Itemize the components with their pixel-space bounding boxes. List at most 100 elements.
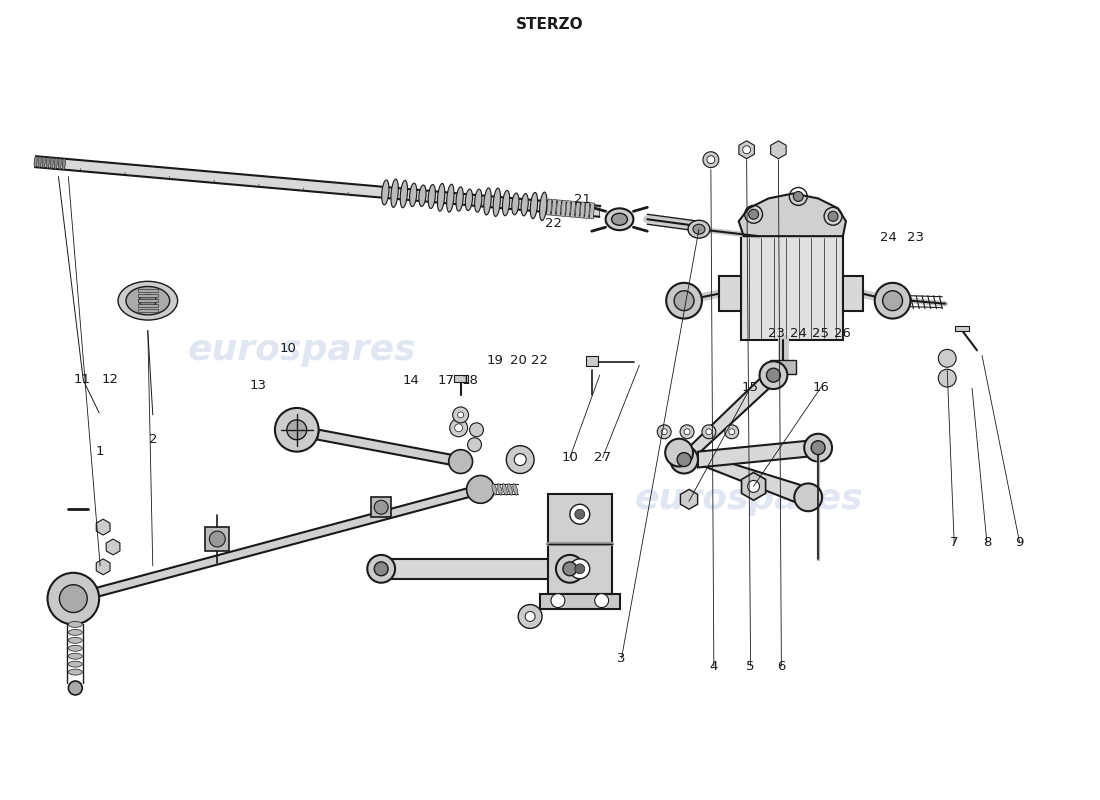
Polygon shape [382,559,570,578]
Circle shape [47,573,99,625]
Ellipse shape [612,214,627,226]
Ellipse shape [512,193,519,214]
Circle shape [684,429,690,434]
Bar [584,202,590,218]
Bar [580,202,585,218]
Polygon shape [35,156,601,217]
Text: 1: 1 [96,445,104,458]
Ellipse shape [419,185,426,206]
Text: 9: 9 [1015,537,1024,550]
Polygon shape [107,539,120,555]
Bar [453,375,468,382]
Ellipse shape [58,158,62,170]
Ellipse shape [530,193,538,218]
Ellipse shape [474,189,482,212]
Circle shape [575,510,585,519]
Text: 5: 5 [746,660,755,673]
Circle shape [59,585,87,613]
Ellipse shape [68,630,82,635]
Ellipse shape [693,224,705,234]
Text: 7: 7 [950,537,958,550]
Circle shape [667,283,702,318]
Ellipse shape [503,483,507,495]
Ellipse shape [521,194,528,216]
Polygon shape [741,473,766,500]
Circle shape [748,481,759,492]
Text: 16: 16 [813,381,829,394]
Ellipse shape [409,183,417,206]
Ellipse shape [688,220,710,238]
Text: 8: 8 [982,537,991,550]
Polygon shape [771,141,786,158]
Text: 11: 11 [74,373,91,386]
Polygon shape [698,440,818,467]
Polygon shape [718,276,740,310]
Ellipse shape [68,638,82,643]
Ellipse shape [606,208,634,230]
Circle shape [454,424,463,432]
Text: 22: 22 [544,217,562,230]
Circle shape [661,429,668,434]
Ellipse shape [465,189,473,210]
Bar [547,199,552,215]
Bar [590,202,595,219]
Circle shape [287,420,307,440]
Bar [372,498,392,517]
Circle shape [556,555,584,582]
Circle shape [804,434,832,462]
Circle shape [678,453,691,466]
Ellipse shape [63,158,65,170]
Polygon shape [96,559,110,574]
Text: 10: 10 [279,342,296,355]
Circle shape [575,564,585,574]
Circle shape [518,605,542,629]
Polygon shape [548,494,612,594]
Text: 2: 2 [150,434,157,446]
Circle shape [595,594,608,607]
Circle shape [680,425,694,438]
Ellipse shape [34,156,37,168]
Bar [770,360,796,374]
Circle shape [874,283,911,318]
Ellipse shape [484,188,492,215]
Bar [138,309,157,312]
Circle shape [367,555,395,582]
Text: 21: 21 [574,194,592,206]
Bar [570,201,575,218]
Ellipse shape [68,654,82,659]
Circle shape [759,362,788,389]
Circle shape [811,441,825,454]
Ellipse shape [492,483,497,495]
Circle shape [525,611,535,622]
Ellipse shape [503,190,509,216]
Circle shape [658,425,671,438]
Circle shape [374,500,388,514]
Text: 15: 15 [741,381,758,394]
Circle shape [793,191,803,202]
Circle shape [453,407,469,423]
Circle shape [466,475,494,503]
Polygon shape [681,490,697,510]
Bar [138,289,157,292]
Circle shape [515,454,526,466]
Ellipse shape [540,192,547,221]
Text: eurospares: eurospares [635,482,862,516]
Bar [551,199,557,215]
Ellipse shape [507,483,513,495]
Text: 23: 23 [908,230,924,244]
Bar [955,326,969,331]
Circle shape [450,419,468,437]
Circle shape [470,423,484,437]
Bar [575,202,581,218]
Ellipse shape [456,187,463,211]
Text: 18: 18 [462,374,478,386]
Ellipse shape [390,179,398,207]
Bar [138,294,157,297]
Ellipse shape [513,483,518,495]
Ellipse shape [438,183,444,211]
Circle shape [938,370,956,387]
Circle shape [570,559,590,578]
Circle shape [374,562,388,576]
Circle shape [703,152,718,168]
Circle shape [275,408,319,452]
